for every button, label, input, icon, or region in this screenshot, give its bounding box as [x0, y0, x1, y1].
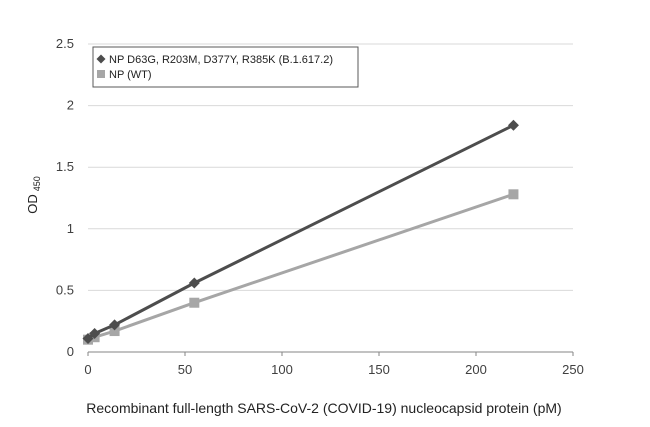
series-line	[87, 123, 515, 340]
y-axis-title-main: OD	[25, 194, 40, 214]
data-point	[109, 319, 121, 331]
legend-box	[92, 46, 359, 88]
data-point	[507, 119, 519, 131]
series-layer	[82, 119, 519, 345]
legend-marker	[96, 54, 106, 64]
data-point	[89, 328, 101, 340]
x-tick-label: 250	[562, 362, 584, 377]
y-axis-title-subscript: 450	[32, 176, 42, 191]
legend-label: NP (WT)	[109, 69, 152, 81]
legend-item: NP D63G, R203M, D377Y, R385K (B.1.617.2)	[96, 54, 333, 66]
y-axis-title: OD 450	[25, 176, 42, 214]
x-tick-label: 150	[368, 362, 390, 377]
data-point	[188, 277, 200, 289]
x-tick-label: 50	[178, 362, 192, 377]
series-1	[82, 119, 519, 344]
data-point	[189, 297, 200, 308]
x-axis-ticks: 0 50 100 150 200 250	[84, 352, 584, 377]
gridlines	[88, 43, 573, 291]
x-axis-title: Recombinant full-length SARS-CoV-2 (COVI…	[86, 400, 561, 416]
data-point	[508, 189, 519, 200]
y-tick-label: 1.5	[56, 159, 74, 174]
data-point	[109, 326, 120, 337]
y-axis-ticks: 0 0.5 1 1.5 2 2.5	[56, 36, 74, 359]
legend: NP D63G, R203M, D377Y, R385K (B.1.617.2)…	[92, 46, 359, 88]
y-tick-label: 2.5	[56, 36, 74, 51]
y-tick-label: 2	[67, 98, 74, 113]
series-2	[83, 189, 519, 345]
y-tick-label: 0	[67, 344, 74, 359]
y-tick-label: 0.5	[56, 282, 74, 297]
y-tick-label: 1	[67, 221, 74, 236]
x-tick-label: 100	[271, 362, 293, 377]
data-point	[82, 332, 94, 344]
legend-marker	[97, 70, 105, 78]
legend-label: NP D63G, R203M, D377Y, R385K (B.1.617.2)	[109, 54, 333, 66]
x-tick-label: 200	[465, 362, 487, 377]
legend-item: NP (WT)	[97, 69, 152, 81]
series-line	[87, 192, 514, 342]
x-tick-label: 0	[84, 362, 91, 377]
